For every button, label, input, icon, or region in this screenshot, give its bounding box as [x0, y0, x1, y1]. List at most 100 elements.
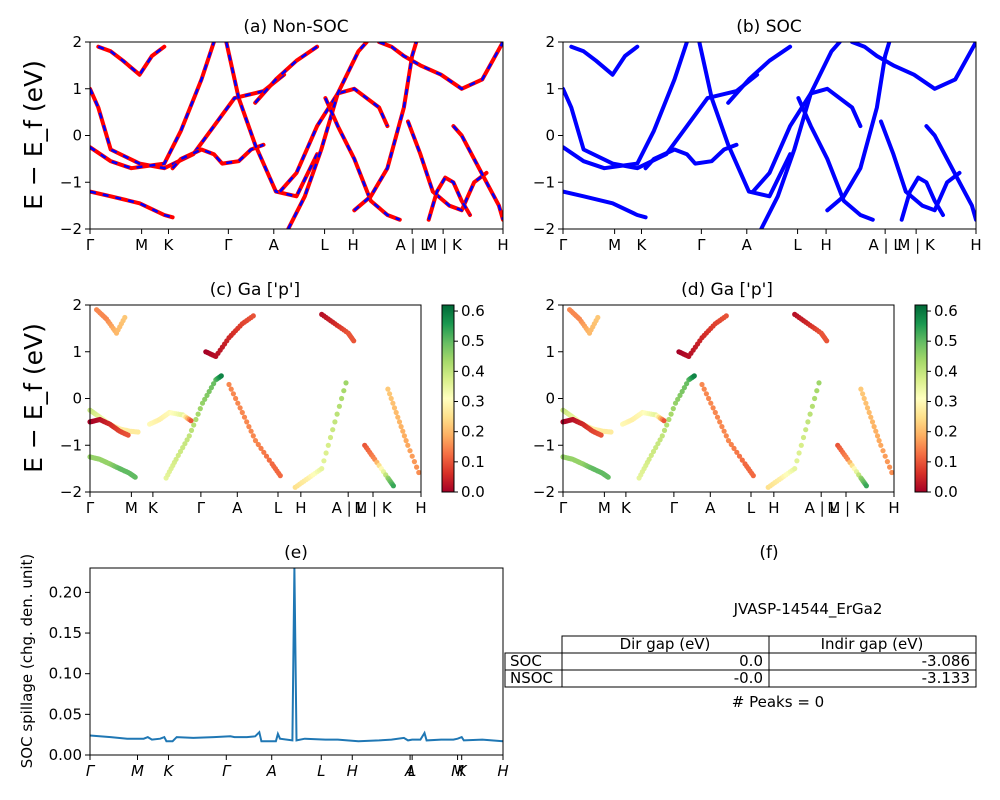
- projection-point: [668, 411, 674, 417]
- projection-point: [195, 411, 201, 417]
- projection-point: [248, 428, 254, 434]
- projection-point: [252, 438, 259, 444]
- band-line: [563, 72, 760, 171]
- projection-point: [411, 459, 417, 465]
- band-line-soc-overlay: [90, 190, 173, 219]
- projection-point: [400, 428, 406, 434]
- x-tick-label: Γ: [224, 236, 233, 254]
- projection-point: [873, 428, 879, 434]
- projection-point: [812, 395, 818, 402]
- y-tick-label: −1: [533, 173, 555, 191]
- projection-point: [204, 392, 210, 398]
- x-tick-label: K: [164, 236, 175, 254]
- projection-point: [723, 313, 729, 319]
- projection-point: [258, 445, 264, 451]
- projection-point: [728, 441, 734, 448]
- projection-point: [670, 406, 676, 412]
- y-tick-label: 0.00: [49, 746, 82, 764]
- projection-point: [814, 388, 820, 394]
- projection-point: [794, 458, 800, 464]
- projection-point: [266, 457, 272, 463]
- band-line: [563, 189, 648, 220]
- projection-point: [858, 386, 864, 392]
- peaks-count: # Peaks = 0: [732, 693, 824, 711]
- panel-b-title: (b) SOC: [736, 17, 802, 37]
- projection-point: [874, 433, 881, 439]
- x-tick-label: H: [970, 236, 981, 254]
- projection-point: [173, 456, 179, 462]
- projection-point: [863, 483, 870, 489]
- colorbar-tick-label: 0.4: [461, 362, 485, 380]
- x-tick-label: L: [320, 236, 329, 254]
- projection-point: [723, 433, 729, 439]
- projection-point: [655, 441, 661, 447]
- band-line: [879, 119, 962, 213]
- band-line: [924, 124, 976, 222]
- y-tick-label: 0.15: [49, 624, 82, 642]
- band-line: [406, 119, 489, 213]
- projection-point: [884, 459, 891, 465]
- projection-point: [325, 442, 331, 448]
- projection-point: [681, 385, 688, 391]
- material-id: JVASP-14544_ErGa2: [733, 600, 883, 619]
- projection-point: [177, 448, 184, 455]
- panel-e-title: (e): [284, 543, 308, 563]
- projection-point: [321, 458, 327, 464]
- band-line-soc-overlay: [225, 42, 319, 198]
- y-tick-label: −2: [533, 483, 555, 501]
- projection-point: [677, 392, 683, 398]
- colorbar-tick-label: 0.1: [461, 453, 485, 471]
- projection-point: [351, 338, 357, 344]
- projection-point: [180, 445, 186, 451]
- y-tick-label: 2: [545, 296, 555, 314]
- projection-point: [805, 419, 811, 425]
- x-tick-label: Γ: [559, 236, 568, 254]
- projection-point: [734, 449, 740, 455]
- projection-point: [672, 400, 679, 406]
- y-tick-label: 0: [545, 127, 555, 145]
- y-tick-label: 1: [545, 80, 555, 98]
- x-tick-label: H: [415, 499, 426, 517]
- projection-point: [882, 453, 888, 459]
- x-tick-label: M: [608, 236, 621, 254]
- colorbar-tick-label: 0.0: [461, 483, 485, 501]
- projection-point: [197, 406, 203, 412]
- projection-point: [122, 314, 128, 321]
- x-tick-label: A: [705, 499, 716, 517]
- band-line: [759, 42, 842, 229]
- projection-point: [218, 373, 224, 379]
- y-tick-label: 0: [545, 390, 555, 408]
- projection-point: [864, 405, 871, 411]
- x-tick-label: Γ: [670, 499, 679, 517]
- colorbar-tick-label: 0.6: [934, 302, 958, 320]
- projection-point: [330, 427, 336, 433]
- y-tick-label: 1: [72, 80, 82, 98]
- band-line: [569, 44, 640, 77]
- x-tick-label: A: [269, 236, 280, 254]
- colorbar-gradient: [914, 304, 928, 493]
- x-tick-label: H: [347, 236, 358, 254]
- colorbar-tick-label: 0.5: [934, 332, 958, 350]
- x-tick-label: A | L: [869, 236, 903, 254]
- projection-point: [666, 416, 672, 423]
- x-tick-label: L: [317, 762, 325, 780]
- projection-point: [199, 400, 206, 406]
- projection-point: [343, 380, 349, 386]
- projection-point: [396, 419, 403, 425]
- projection-point: [710, 405, 716, 411]
- projection-point: [809, 403, 816, 409]
- projection-point: [876, 438, 882, 444]
- table-header-indir: Indir gap (eV): [821, 635, 924, 653]
- projection-point: [661, 418, 667, 424]
- projection-point: [792, 466, 798, 472]
- panel-c-colorbar: 0.6 0.5 0.4 0.3 0.2 0.1 0.0: [441, 302, 485, 501]
- projection-point: [721, 428, 727, 434]
- projection-point: [184, 437, 190, 443]
- projection-point: [706, 395, 712, 402]
- projection-point: [186, 433, 192, 439]
- band-line-soc-overlay: [378, 42, 503, 91]
- panel-c-ylabel-text: E − E_f (eV): [19, 323, 48, 473]
- x-tick-label: M: [135, 236, 148, 254]
- colorbar-tick-label: 0.3: [934, 393, 958, 411]
- projection-point: [798, 442, 804, 448]
